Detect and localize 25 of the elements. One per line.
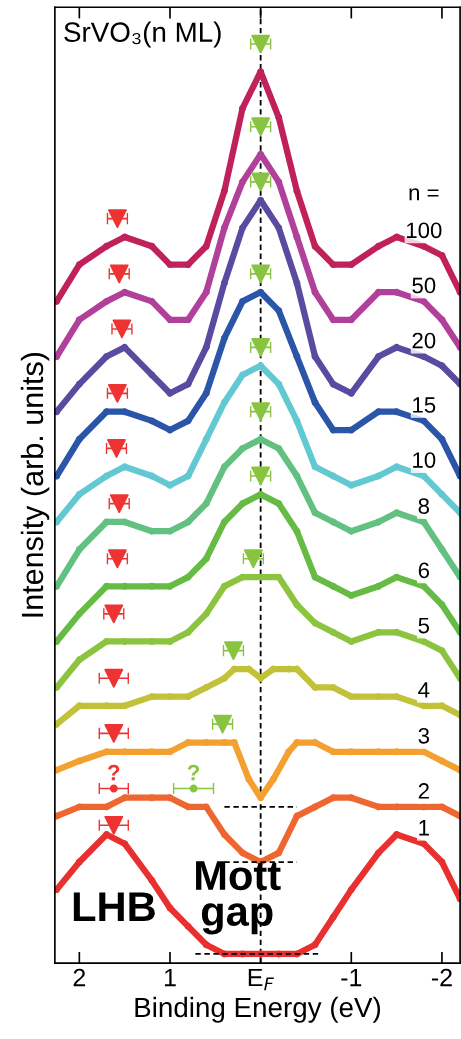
x-tick-label: 2 [73, 968, 86, 987]
series-label: 8 [418, 498, 430, 514]
series-label: 20 [412, 332, 436, 349]
series-label: 15 [413, 397, 436, 413]
y-axis-title: Intensity (arb. units) [20, 352, 50, 617]
series-label: 1 [419, 820, 429, 836]
x-tick-label: E$_{F}$ [248, 968, 274, 991]
x-axis-title: Binding Energy (eV) [135, 996, 381, 1023]
annotation: Mott gap [196, 861, 281, 935]
series-label: 5 [418, 617, 430, 634]
annotation: LHB [73, 892, 155, 922]
annotation: ? [108, 764, 120, 781]
x-tick-label: 1 [164, 968, 176, 987]
series-label: 10 [413, 452, 436, 468]
series-label: 2 [418, 783, 429, 799]
series-label: 6 [418, 562, 430, 579]
x-tick-label: -2 [431, 968, 452, 987]
annotation: ? [187, 764, 200, 781]
legend-title: n = [409, 188, 439, 201]
annotation: SrVO₃(n ML) [64, 21, 221, 48]
series-label: 3 [418, 727, 430, 744]
series-label: 50 [412, 277, 436, 294]
x-tick-label: -1 [341, 968, 362, 987]
series-label: 100 [406, 222, 442, 239]
series-label: 4 [418, 682, 430, 698]
